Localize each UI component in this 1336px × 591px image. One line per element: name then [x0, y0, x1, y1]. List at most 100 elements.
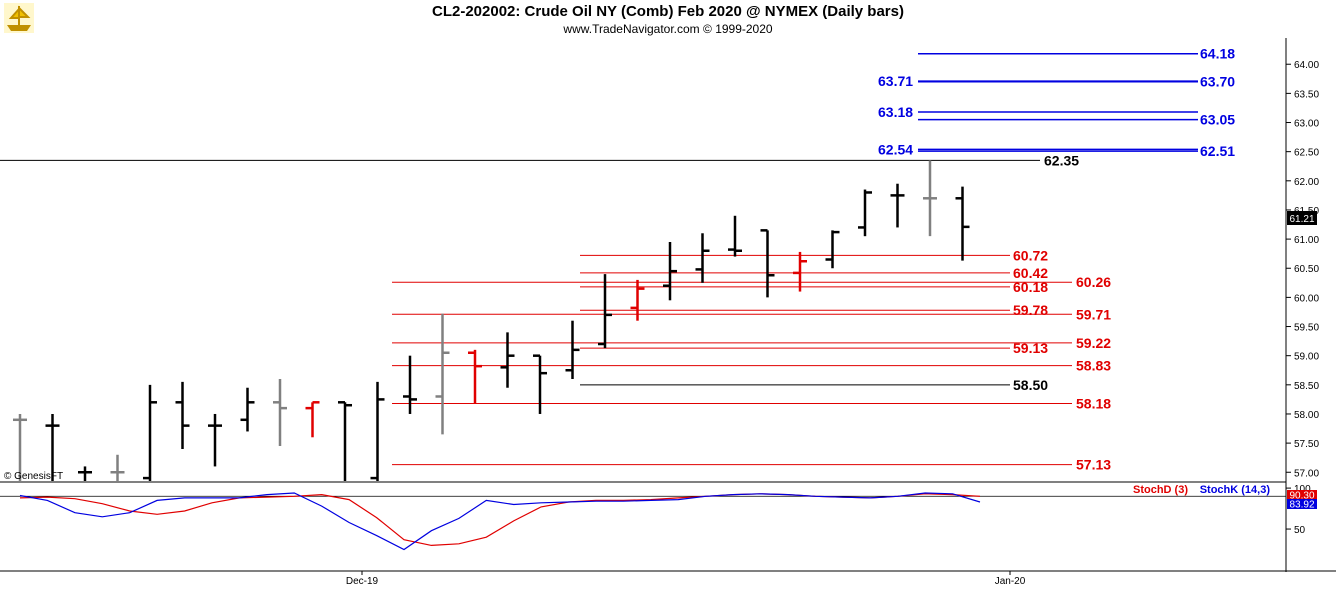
price-level: 58.50 [580, 377, 1048, 393]
level-label-right: 63.05 [1200, 112, 1235, 128]
level-label-right: 60.72 [1013, 247, 1048, 263]
ohlc-bar [45, 413, 60, 481]
price-level: 60.72 [580, 247, 1048, 263]
level-label-right: 60.26 [1076, 274, 1111, 290]
ohlc-bar [890, 183, 905, 228]
price-tick-label: 61.00 [1294, 235, 1319, 246]
ohlc-bar [175, 381, 190, 449]
price-tick-label: 63.50 [1294, 89, 1319, 100]
stoch-last-value: 90.30 [1289, 491, 1314, 502]
ohlc-bar [923, 160, 937, 237]
price-level: 64.18 [918, 46, 1235, 62]
price-tick-label: 57.00 [1294, 468, 1319, 479]
x-axis-ticks: Dec-19 Jan-20 [346, 571, 1026, 587]
stoch-last-marker [1287, 499, 1317, 509]
price-level: 60.18 60.26 [392, 274, 1111, 295]
ohlc-bar [793, 251, 807, 292]
last-price-label: 61.21 [1289, 214, 1314, 225]
stoch-tick-label: 50 [1294, 525, 1306, 536]
price-level: 59.78 59.71 [392, 302, 1111, 322]
x-tick-label: Jan-20 [995, 576, 1026, 587]
ohlc-bar [858, 189, 872, 237]
copyright-label: © GenesisFT [4, 471, 63, 482]
level-label-right: 59.22 [1076, 335, 1111, 351]
price-level: 63.71 63.70 [878, 73, 1235, 90]
chart-header: CL2-202002: Crude Oil NY (Comb) Feb 2020… [0, 0, 1336, 38]
legend-stochd: StochD (3) [1133, 484, 1188, 496]
price-tick-label: 58.50 [1294, 381, 1319, 392]
level-label-right: 58.50 [1013, 377, 1048, 393]
price-tick-label: 57.50 [1294, 439, 1319, 450]
ohlc-bar [695, 233, 710, 283]
level-label-right: 58.83 [1076, 358, 1111, 374]
stoch-tick-label: 100 [1294, 484, 1311, 495]
level-label-right: 63.70 [1200, 74, 1235, 90]
price-level: 58.83 [392, 358, 1111, 374]
price-tick-label: 64.00 [1294, 60, 1319, 71]
level-label-left: 60.18 [1013, 279, 1048, 295]
ohlc-bar [143, 384, 157, 481]
ohlc-bar [13, 413, 27, 481]
price-tick-label: 60.50 [1294, 264, 1319, 275]
price-tick-label: 59.00 [1294, 352, 1319, 363]
ohlc-bar [78, 466, 92, 481]
price-tick-label: 63.00 [1294, 119, 1319, 130]
last-price-marker: 61.21 [1287, 211, 1317, 225]
stoch-last-value: 83.92 [1289, 500, 1314, 511]
ohlc-bar [468, 349, 482, 404]
ohlc-bar [338, 401, 352, 481]
plot-background [0, 38, 1286, 571]
stoch-last-marker [1287, 490, 1317, 500]
price-level: 57.13 [392, 457, 1111, 473]
level-label-right: 62.35 [1044, 152, 1079, 168]
level-label-right: 62.51 [1200, 143, 1235, 159]
ohlc-bar [240, 387, 255, 432]
level-label-left: 62.54 [878, 141, 913, 157]
ohlc-bar [500, 332, 515, 388]
price-level: 58.18 [392, 395, 1111, 411]
ohlc-bar [630, 279, 645, 321]
level-label-right: 57.13 [1076, 457, 1111, 473]
ohlc-bar [663, 242, 677, 301]
ohlc-bar [728, 215, 742, 257]
price-axis-ticks: 57.00 57.50 58.00 58.50 59.00 59.50 60.00 60.50… [1286, 60, 1319, 479]
x-tick-label: Dec-19 [346, 576, 379, 587]
price-tick-label: 62.50 [1294, 148, 1319, 159]
price-tick-label: 60.00 [1294, 293, 1319, 304]
ohlc-bar [403, 355, 417, 414]
price-tick-label: 59.50 [1294, 323, 1319, 334]
level-label-left: 59.78 [1013, 302, 1048, 318]
level-label-right: 64.18 [1200, 46, 1235, 62]
level-label-left: 59.13 [1013, 340, 1048, 356]
level-label-left: 63.71 [878, 73, 913, 89]
ohlc-bar [825, 230, 840, 269]
ohlc-bar [273, 378, 287, 447]
legend-stochk: StochK (14,3) [1200, 484, 1271, 496]
chart-title: CL2-202002: Crude Oil NY (Comb) Feb 2020… [432, 3, 904, 20]
level-label-left: 63.18 [878, 104, 913, 120]
price-tick-label: 58.00 [1294, 410, 1319, 421]
ship-logo-icon [4, 3, 34, 33]
ohlc-bar [760, 229, 775, 298]
ohlc-bar [533, 354, 547, 414]
ohlc-bars [13, 160, 970, 481]
price-level: 59.13 59.22 [392, 335, 1111, 356]
ohlc-bar [598, 274, 612, 349]
ohlc-bar [110, 454, 125, 481]
stoch-series-line [19, 492, 981, 551]
price-levels: 62.54 62.51 63.18 63.05 63.71 63.70 64.18 62.35… [0, 46, 1235, 473]
price-level: 62.35 [0, 152, 1079, 168]
chart-subtitle: www.TradeNavigator.com © 1999-2020 [563, 22, 773, 36]
level-label-right: 59.71 [1076, 306, 1111, 322]
ohlc-bar [435, 313, 450, 435]
ohlc-bar [955, 186, 970, 261]
ohlc-bar [370, 381, 385, 481]
price-tick-label: 62.00 [1294, 177, 1319, 188]
ohlc-bar [565, 320, 580, 379]
ohlc-bar [305, 401, 320, 438]
price-level: 63.18 63.05 [878, 104, 1235, 128]
level-label-right: 60.42 [1013, 265, 1048, 281]
ohlc-bar [208, 413, 222, 467]
